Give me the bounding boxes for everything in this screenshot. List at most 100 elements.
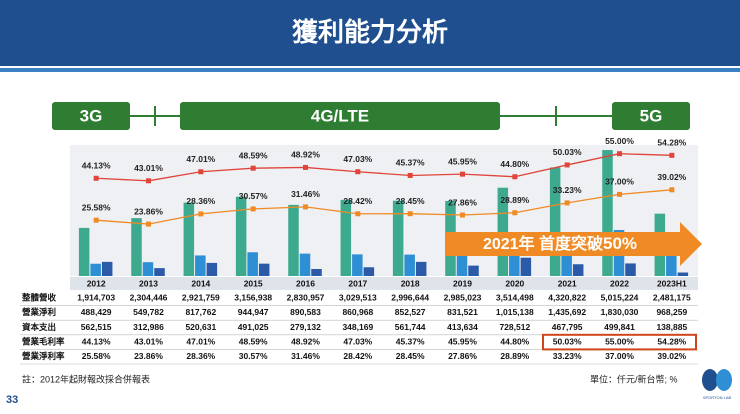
bar (468, 265, 479, 276)
data-label: 28.42% (343, 196, 372, 206)
table-cell: 25.58% (82, 351, 111, 361)
table: 2012 2013 2014 2015 2016 2017 2018 2019 2020 2021… (20, 277, 698, 365)
table-cell: 1,015,138 (496, 307, 534, 317)
bar (183, 202, 195, 276)
data-label: 47.03% (343, 154, 372, 164)
table-cell: 47.01% (186, 336, 215, 346)
table-cell: 23.86% (134, 351, 163, 361)
bar (561, 239, 572, 276)
table-cell: 944,947 (238, 307, 269, 317)
point (250, 165, 256, 171)
table-cell: 48.92% (291, 336, 320, 346)
banner-main: 2021年 首度突破 (483, 234, 603, 253)
table-cell: 348,169 (342, 322, 373, 332)
table-cell: 549,782 (133, 307, 164, 317)
bar (101, 261, 113, 276)
logo-shape (716, 369, 732, 391)
column-header: 2023H1 (657, 278, 687, 288)
bar (299, 253, 311, 276)
table-cell: 50.03% (553, 336, 582, 346)
line (96, 153, 672, 182)
bar (288, 204, 299, 276)
bar (415, 261, 427, 276)
table-cell: 44.80% (500, 336, 529, 346)
stage-box (52, 102, 130, 130)
point (303, 164, 308, 170)
table-cell: 2,985,023 (444, 293, 482, 303)
table-cell: 817,762 (185, 307, 216, 317)
table-cell: 27.86% (448, 351, 477, 361)
table-cell: 5,015,224 (601, 293, 639, 303)
row-header: 營業毛利率 (21, 336, 65, 346)
bar (247, 252, 258, 276)
table-cell: 43.01% (134, 336, 163, 346)
table-cell: 852,527 (395, 307, 426, 317)
data-label: 47.01% (186, 154, 215, 164)
point (407, 211, 413, 217)
table-cell: 138,885 (656, 322, 687, 332)
data-label: 31.46% (291, 189, 320, 199)
unit: 單位：仟元/新台幣; % (590, 373, 678, 384)
table-cell: 562,515 (81, 322, 112, 332)
point (198, 211, 204, 217)
header-stripe (0, 68, 740, 72)
point (512, 174, 518, 180)
stage-label: 5G (640, 106, 663, 125)
table-cell: 30.57% (239, 351, 268, 361)
table-cell: 39.02% (657, 351, 686, 361)
bar (404, 254, 415, 276)
row-header: 資本支出 (21, 322, 56, 332)
table-cell: 499,841 (604, 322, 635, 332)
table-cell: 2,921,759 (182, 293, 220, 303)
column-header: 2015 (244, 278, 263, 288)
data-label: 28.36% (186, 196, 215, 206)
point (93, 175, 99, 181)
page-number: 33 (6, 394, 18, 406)
table-cell: 3,029,513 (339, 293, 377, 303)
title: 獲利能力分析 (292, 17, 448, 47)
table-cell: 28.45% (396, 351, 425, 361)
point (407, 172, 413, 178)
data-label: 23.86% (134, 206, 163, 216)
table-cell: 2,304,446 (130, 293, 168, 303)
table-cell: 3,156,938 (234, 293, 272, 303)
bar (520, 257, 532, 276)
bar (456, 255, 468, 276)
bar (235, 196, 247, 276)
data-label: 33.23% (553, 185, 582, 195)
data-label: 44.80% (500, 159, 529, 169)
bar (666, 251, 677, 276)
table-cell: 561,744 (395, 322, 426, 332)
data-label: 44.13% (82, 161, 111, 171)
column-header: 2019 (453, 278, 472, 288)
table-cell: 45.37% (396, 336, 425, 346)
bar (90, 263, 101, 276)
point (564, 162, 570, 168)
bar (572, 264, 584, 276)
table-cell: 279,132 (290, 322, 321, 332)
point (198, 169, 204, 175)
table-cell: 44.13% (82, 336, 111, 346)
bar (258, 263, 270, 276)
table-cell: 488,429 (81, 307, 112, 317)
point (564, 200, 570, 206)
point (146, 221, 151, 227)
point (250, 206, 256, 212)
table-cell: 1,435,692 (548, 307, 586, 317)
stage-box (612, 102, 690, 130)
table-cell: 968,259 (656, 307, 687, 317)
bar (195, 255, 206, 276)
stage-box (180, 102, 500, 130)
column-header: 2022 (610, 278, 629, 288)
table-cell: 47.03% (343, 336, 372, 346)
logo-shape (702, 369, 718, 391)
header-bar (0, 0, 740, 66)
bar (625, 263, 636, 276)
stage-label: 3G (80, 106, 103, 125)
table-cell: 45.95% (448, 336, 477, 346)
bar (352, 254, 363, 276)
table-cell: 491,025 (238, 322, 269, 332)
banner-arrow (445, 222, 702, 266)
table-cell: 37.00% (605, 351, 634, 361)
point (617, 191, 622, 197)
